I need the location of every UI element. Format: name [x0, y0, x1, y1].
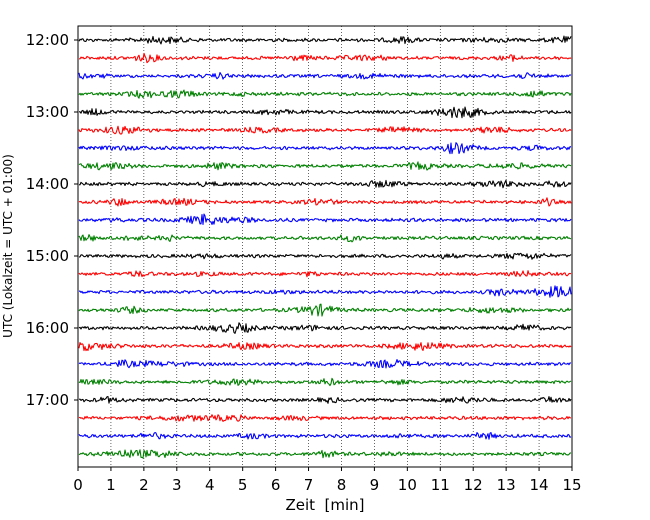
- seismogram-trace: [78, 377, 572, 387]
- seismogram-trace: [78, 179, 572, 189]
- x-tick-label: 11: [431, 476, 450, 494]
- x-tick-label: 12: [464, 476, 483, 494]
- seismogram-trace: [78, 322, 572, 334]
- x-tick-label: 15: [562, 476, 581, 494]
- y-tick-label: 17:00: [26, 391, 69, 409]
- x-tick-label: 5: [238, 476, 248, 494]
- seismogram-trace: [78, 213, 572, 226]
- x-tick-label: 4: [205, 476, 215, 494]
- seismogram-trace: [78, 125, 572, 135]
- x-tick-label: 13: [497, 476, 516, 494]
- x-tick-label: 10: [398, 476, 417, 494]
- y-tick-label: 14:00: [26, 175, 69, 193]
- x-tick-label: 1: [106, 476, 116, 494]
- seismogram-trace: [78, 72, 572, 80]
- seismogram-trace: [78, 449, 572, 459]
- y-axis-label: UTC (Lokalzeit = UTC + 01:00): [1, 154, 15, 338]
- seismogram-trace: [78, 89, 572, 99]
- y-tick-label: 12:00: [26, 31, 69, 49]
- x-tick-label: 7: [304, 476, 314, 494]
- seismogram-trace: [78, 303, 572, 317]
- seismogram-trace: [78, 142, 572, 155]
- x-tick-label: 6: [271, 476, 281, 494]
- x-axis-ticks: 0 1 2 3 4 5 6 7 8 9 10 11 12 13 14 15: [73, 467, 582, 494]
- y-tick-label: 16:00: [26, 319, 69, 337]
- x-tick-label: 3: [172, 476, 182, 494]
- seismogram-trace: [78, 358, 572, 369]
- seismogram-trace: [78, 252, 572, 260]
- y-tick-label: 13:00: [26, 103, 69, 121]
- plot-frame: [77, 25, 573, 468]
- seismogram-trace: [78, 431, 572, 440]
- y-axis-ticks: 12:00 13:00 14:00 15:00 16:00 17:00: [26, 31, 78, 409]
- seismogram-trace: [78, 395, 572, 404]
- seismogram-traces: [78, 35, 572, 459]
- seismogram-trace: [78, 285, 572, 298]
- x-tick-label: 0: [73, 476, 83, 494]
- seismogram-trace: [78, 270, 572, 278]
- seismogram-trace: [78, 35, 572, 45]
- seismogram-trace: [78, 161, 572, 171]
- seismogram-trace: [79, 52, 572, 64]
- x-axis-label: Zeit [min]: [285, 496, 364, 514]
- x-tick-label: 14: [530, 476, 549, 494]
- seismogram-trace: [78, 106, 572, 119]
- x-tick-label: 8: [337, 476, 347, 494]
- seismogram-trace: [78, 197, 572, 207]
- x-tick-label: 9: [370, 476, 380, 494]
- seismogram-trace: [78, 414, 572, 422]
- seismogram-trace: [78, 342, 572, 352]
- seismogram-trace: [78, 234, 572, 243]
- x-tick-label: 2: [139, 476, 149, 494]
- y-tick-label: 15:00: [26, 247, 69, 265]
- plot-background: [78, 26, 572, 467]
